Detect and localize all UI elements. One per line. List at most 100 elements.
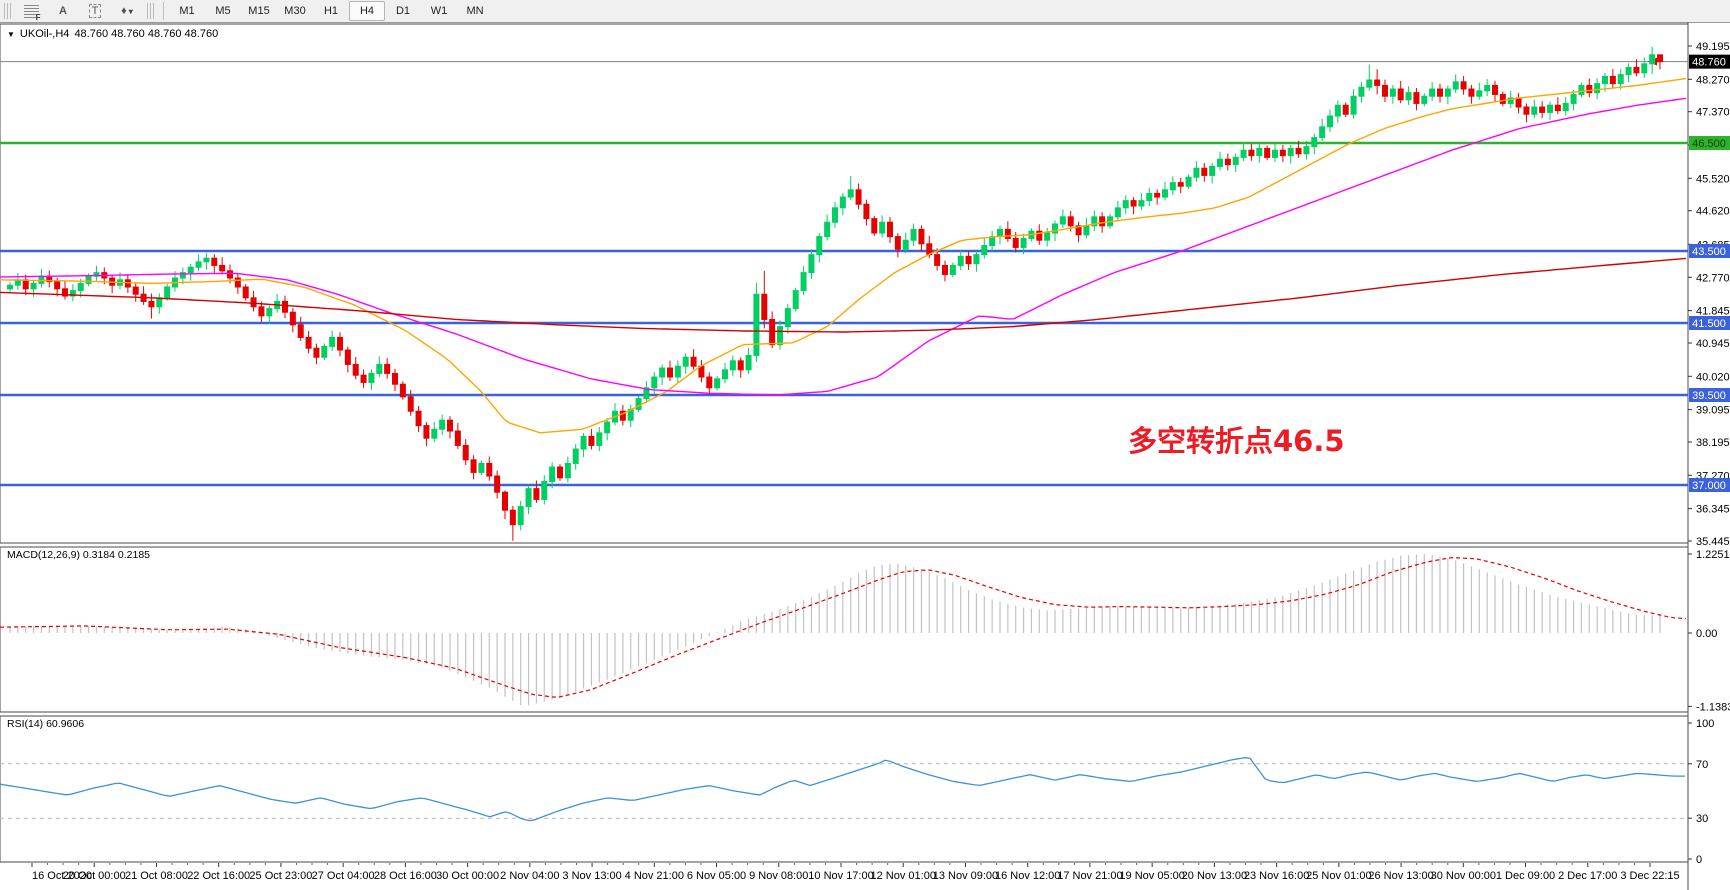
rsi-tick-30: 30 (1696, 813, 1708, 825)
ma-medium-magenta (0, 97, 1687, 396)
panel-frame-0 (0, 23, 1689, 544)
timeframe-buttons: M1 M5 M15 M30 H1 H4 D1 W1 MN (169, 1, 493, 21)
toolbar-separator (163, 2, 164, 20)
price-tick-47.370: 47.370 (1696, 107, 1730, 119)
time-label-5: 27 Oct 04:00 (312, 870, 375, 882)
timeframe-button-d1[interactable]: D1 (395, 5, 411, 17)
time-label-15: 13 Nov 09:00 (933, 870, 998, 882)
rsi-tick-100: 100 (1696, 718, 1714, 730)
chart-text-annotation[interactable]: 多空转折点46.5 (1128, 424, 1345, 458)
time-label-2: 21 Oct 08:00 (125, 870, 188, 882)
chart-canvas[interactable]: 49.19548.27047.37046.44545.52044.62043.6… (0, 22, 1730, 890)
price-tick-40.020: 40.020 (1696, 371, 1730, 383)
timeframe-button-m30[interactable]: M30 (284, 5, 306, 17)
toolbar: F A T ♦ ▾ M1 M5 M15 M30 H1 H4 D1 W1 MN (0, 0, 1730, 23)
ma-slow-red (0, 257, 1687, 333)
timeframe-button-m15[interactable]: M15 (248, 5, 270, 17)
time-label-12: 9 Nov 08:00 (749, 870, 808, 882)
time-label-6: 28 Oct 16:00 (374, 870, 437, 882)
macd-tick-min: -1.1383 (1696, 701, 1730, 713)
horizontal-lines-layer[interactable] (0, 57, 1688, 487)
rsi-indicator-label: RSI(14) 60.9606 (7, 718, 85, 730)
svg-text:43.500: 43.500 (1692, 246, 1726, 258)
time-label-21: 25 Nov 01:00 (1306, 870, 1371, 882)
price-tick-48.270: 48.270 (1696, 74, 1730, 86)
time-label-13: 10 Nov 17:00 (808, 870, 873, 882)
time-label-19: 20 Nov 13:00 (1182, 870, 1247, 882)
time-label-10: 4 Nov 21:00 (625, 870, 684, 882)
time-label-8: 2 Nov 04:00 (500, 870, 559, 882)
toolbar-grip[interactable] (4, 3, 11, 19)
collapse-triangle-icon[interactable]: ▼ (7, 29, 15, 39)
timeframe-button-mn[interactable]: MN (466, 5, 484, 17)
text-label-icon[interactable]: T (79, 1, 111, 21)
text-label-glyph: T (88, 4, 102, 18)
time-label-14: 12 Nov 01:00 (871, 870, 936, 882)
time-label-23: 30 Nov 00:00 (1431, 870, 1496, 882)
timeframe-button-h1[interactable]: H1 (323, 5, 339, 17)
price-tick-49.195: 49.195 (1696, 41, 1730, 53)
indicator-layer (0, 554, 1688, 822)
macd-tick-zero: 0.00 (1696, 628, 1717, 640)
timeframe-button-m5[interactable]: M5 (215, 5, 231, 17)
candles-layer (7, 46, 1663, 541)
svg-text:46.500: 46.500 (1692, 138, 1726, 150)
time-label-18: 19 Nov 05:00 (1119, 870, 1184, 882)
time-label-1: 20 Oct 00:00 (63, 870, 126, 882)
time-label-26: 3 Dec 22:15 (1620, 870, 1679, 882)
moving-averages-layer (0, 77, 1687, 434)
timeframe-button-m1[interactable]: M1 (179, 5, 195, 17)
dropdown-caret-icon[interactable]: ▾ (128, 6, 133, 16)
axis-badge-43.500 (1689, 244, 1730, 259)
macd-signal-line (0, 556, 1687, 698)
price-tick-42.770: 42.770 (1696, 272, 1730, 284)
price-tick-44.620: 44.620 (1696, 206, 1730, 218)
arrow-objects-glyph: ♦ (121, 5, 127, 17)
panel-frame-2 (0, 715, 1689, 863)
axis-badge-41.500 (1689, 316, 1730, 331)
toolbar-grip-2[interactable] (147, 3, 154, 19)
price-tick-38.195: 38.195 (1696, 437, 1730, 449)
timeframe-button-w1[interactable]: W1 (430, 5, 448, 17)
time-label-17: 17 Nov 21:00 (1057, 870, 1122, 882)
fibonacci-grid-glyph: F (23, 4, 41, 22)
panel-frame-1 (0, 546, 1689, 713)
price-tick-40.945: 40.945 (1696, 338, 1730, 350)
time-label-9: 3 Nov 13:00 (562, 870, 621, 882)
time-label-4: 25 Oct 23:00 (249, 870, 312, 882)
ma-fast-orange (0, 77, 1687, 434)
price-tick-36.345: 36.345 (1696, 504, 1730, 516)
fibonacci-lines-icon[interactable]: F (15, 1, 47, 22)
price-tick-41.845: 41.845 (1696, 306, 1730, 318)
timeframe-button-h4[interactable]: H4 (349, 1, 385, 21)
ohlc-values: 48.760 48.760 48.760 48.760 (74, 28, 219, 40)
axis-badge-37.000 (1689, 478, 1730, 493)
arrow-objects-icon[interactable]: ♦ ▾ (111, 1, 143, 21)
svg-text:41.500: 41.500 (1692, 318, 1726, 330)
axis-badge-current-price (1689, 54, 1730, 69)
svg-text:48.760: 48.760 (1692, 57, 1726, 69)
time-label-16: 16 Nov 12:00 (995, 870, 1060, 882)
rsi-tick-70: 70 (1696, 759, 1708, 771)
time-label-11: 6 Nov 05:00 (687, 870, 746, 882)
svg-text:39.500: 39.500 (1692, 390, 1726, 402)
price-tick-45.520: 45.520 (1696, 173, 1730, 185)
axis-labels-layer: 49.19548.27047.37046.44545.52044.62043.6… (31, 41, 1730, 882)
rsi-tick-0: 0 (1696, 854, 1702, 866)
text-annotation-icon[interactable]: A (59, 5, 67, 17)
time-label-25: 2 Dec 17:00 (1558, 870, 1617, 882)
chart-title: ▼ UKOil-,H4 48.760 48.760 48.760 48.760 (7, 28, 218, 40)
axis-badge-39.500 (1689, 388, 1730, 403)
macd-indicator-label: MACD(12,26,9) 0.3184 0.2185 (7, 549, 151, 561)
price-tick-35.445: 35.445 (1696, 536, 1730, 548)
time-label-0: 16 Oct 2020 (32, 870, 92, 882)
time-label-20: 23 Nov 16:00 (1244, 870, 1309, 882)
symbol-label: UKOil-,H4 (19, 28, 70, 40)
svg-text:37.000: 37.000 (1692, 480, 1726, 492)
time-label-7: 30 Oct 00:00 (436, 870, 499, 882)
price-tick-39.095: 39.095 (1696, 405, 1730, 417)
time-label-22: 26 Nov 13:00 (1368, 870, 1433, 882)
rsi-line (0, 757, 1685, 822)
time-label-3: 22 Oct 16:00 (187, 870, 250, 882)
